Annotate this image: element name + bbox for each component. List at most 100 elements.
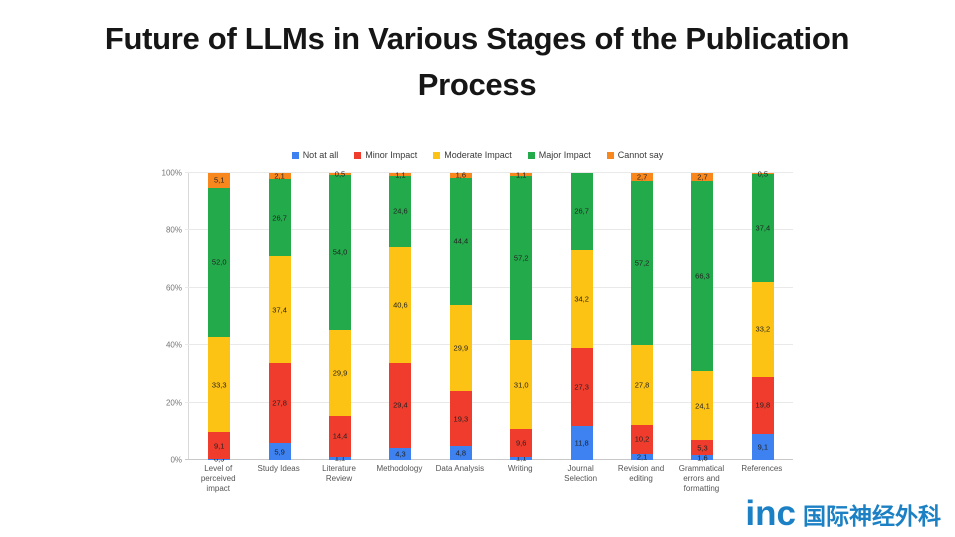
legend-label: Minor Impact	[365, 150, 418, 160]
segment-cannot-say: 2,7	[631, 172, 654, 182]
segment-value-label: 2,1	[636, 452, 648, 462]
y-tick-label: 20%	[165, 398, 182, 408]
segment-not-at-all: 11,8	[570, 426, 593, 460]
y-tick-label: 60%	[165, 283, 182, 293]
segment-not-at-all: 2,1	[631, 452, 654, 462]
segment-major-impact: 44,4	[449, 177, 472, 306]
gridline-80	[185, 229, 793, 231]
segment-value-label: 29,4	[393, 400, 408, 410]
chart-legend: Not at all Minor Impact Moderate Impact Maj…	[0, 150, 955, 160]
segment-not-at-all: 9,1	[751, 433, 774, 460]
x-category-label: Grammatical errors and formatting	[678, 464, 725, 493]
segment-value-label: 0,5	[757, 169, 769, 179]
segment-minor-impact: 14,4	[329, 415, 352, 457]
segment-cannot-say: 0,5	[329, 170, 352, 178]
gridline-100	[185, 172, 793, 173]
x-category-label: Level of perceived impact	[200, 464, 236, 493]
bar-column-study-ideas: 5,9 27,8 37,4 26,7 2,1	[249, 173, 309, 460]
segment-value-label: 31,0	[513, 380, 529, 390]
segment-not-at-all: 4,3	[389, 447, 412, 460]
stacked-bar: 1,1 14,4 29,9 54,0 0,5	[329, 170, 352, 463]
inc-logo-chinese-text: 国际神经外科	[803, 503, 941, 529]
segment-cannot-say: 0,5	[751, 169, 774, 179]
segment-moderate-impact: 29,9	[329, 329, 352, 416]
chart-title: Future of LLMs in Various Stages of the …	[104, 21, 850, 102]
bar-column-methodology: 4,3 29,4 40,6 24,6 1,1	[370, 171, 430, 460]
segment-minor-impact: 10,2	[631, 424, 654, 454]
segment-value-label: 1,1	[516, 170, 527, 180]
segment-value-label: 34,2	[574, 294, 589, 304]
segment-value-label: 9,6	[516, 438, 527, 448]
segment-value-label: 57,2	[634, 258, 650, 268]
plot-area: 0,5 9,1 33,3 52,0 5,1 5,9 27,8 37,4 26,7 2,1 1,1 14…	[185, 169, 793, 463]
x-category-label: Study Ideas	[257, 464, 300, 473]
segment-not-at-all: 4,8	[449, 446, 472, 460]
x-category-label: Writing	[507, 464, 533, 473]
segment-value-label: 54,0	[332, 247, 348, 257]
segment-value-label: 27,8	[634, 380, 650, 390]
stacked-bar: 2,1 10,2 27,8 57,2 2,7	[631, 172, 654, 462]
segment-value-label: 1,6	[697, 453, 708, 463]
gridline-60	[185, 286, 793, 288]
y-tick-label: 0%	[170, 455, 182, 465]
watermark-logo: inc 国际神经外科	[745, 496, 941, 531]
segment-major-impact: 26,7	[570, 173, 593, 250]
bar-column-level-of-perceived-impact: 0,5 9,1 33,3 52,0 5,1	[189, 173, 249, 463]
x-category-label: Literature Review	[322, 464, 356, 483]
segment-value-label: 1,1	[334, 453, 346, 463]
segment-value-label: 14,4	[332, 431, 348, 441]
legend-label: Moderate Impact	[444, 150, 512, 160]
segment-moderate-impact: 34,2	[570, 249, 593, 348]
segment-value-label: 27,3	[574, 382, 589, 392]
segment-major-impact: 52,0	[208, 187, 231, 337]
segment-major-impact: 66,3	[691, 180, 714, 372]
segment-value-label: 24,6	[393, 206, 408, 216]
segment-minor-impact: 19,8	[751, 377, 774, 434]
segment-value-label: 11,8	[574, 438, 589, 448]
stacked-bar: 1,6 5,3 24,1 66,3 2,7	[691, 172, 714, 463]
segment-value-label: 2,7	[636, 172, 648, 182]
segment-value-label: 26,7	[574, 206, 589, 216]
segment-moderate-impact: 24,1	[691, 371, 714, 441]
segment-minor-impact: 27,3	[570, 347, 593, 427]
segment-not-at-all: 1,6	[691, 453, 714, 463]
segment-value-label: 26,7	[272, 213, 287, 223]
segment-value-label: 9,1	[213, 441, 225, 451]
segment-value-label: 2,7	[697, 172, 708, 182]
x-category-label: Journal Selection	[564, 464, 598, 483]
legend-swatch-icon	[527, 151, 535, 159]
segment-value-label: 29,9	[453, 343, 469, 353]
bar-column-data-analysis: 4,8 19,3 29,9 44,4 1,6	[431, 172, 491, 460]
segment-major-impact: 57,2	[631, 180, 654, 345]
y-tick-label: 40%	[165, 340, 182, 350]
segment-minor-impact: 19,3	[449, 390, 472, 447]
segment-value-label: 24,1	[695, 401, 710, 411]
legend-item-moderate-impact: Moderate Impact	[433, 150, 512, 160]
bar-column-writing: 1,1 9,6 31,0 57,2 1,1	[491, 170, 551, 462]
segment-moderate-impact: 33,2	[751, 281, 774, 378]
x-axis-labels: Level of perceived impact Study Ideas Lite…	[188, 464, 792, 494]
segment-value-label: 33,2	[755, 324, 771, 334]
y-tick-label: 100%	[161, 168, 182, 178]
segment-cannot-say: 5,1	[208, 173, 231, 188]
segment-major-impact: 37,4	[751, 174, 774, 282]
legend-label: Not at all	[302, 150, 339, 160]
segment-cannot-say: 2,1	[268, 173, 291, 180]
legend-item-cannot-say: Cannot say	[606, 150, 663, 160]
segment-cannot-say: 1,6	[449, 172, 472, 179]
segment-major-impact: 57,2	[510, 176, 533, 341]
segment-value-label: 33,3	[211, 380, 227, 390]
bar-column-literature-review: 1,1 14,4 29,9 54,0 0,5	[310, 170, 370, 463]
legend-item-major-impact: Major Impact	[527, 150, 591, 160]
segment-minor-impact: 9,6	[510, 429, 533, 457]
segment-moderate-impact: 33,3	[208, 336, 231, 433]
segment-value-label: 5,9	[274, 447, 285, 457]
segment-value-label: 0,5	[334, 169, 346, 179]
legend-swatch-icon	[354, 151, 362, 159]
segment-not-at-all: 0,5	[208, 456, 231, 463]
segment-moderate-impact: 27,8	[631, 344, 654, 425]
segment-minor-impact: 9,1	[208, 432, 231, 459]
bar-column-journal-selection: 11,8 27,3 34,2 26,7	[551, 173, 611, 460]
stacked-bar: 1,1 9,6 31,0 57,2 1,1	[510, 170, 533, 462]
